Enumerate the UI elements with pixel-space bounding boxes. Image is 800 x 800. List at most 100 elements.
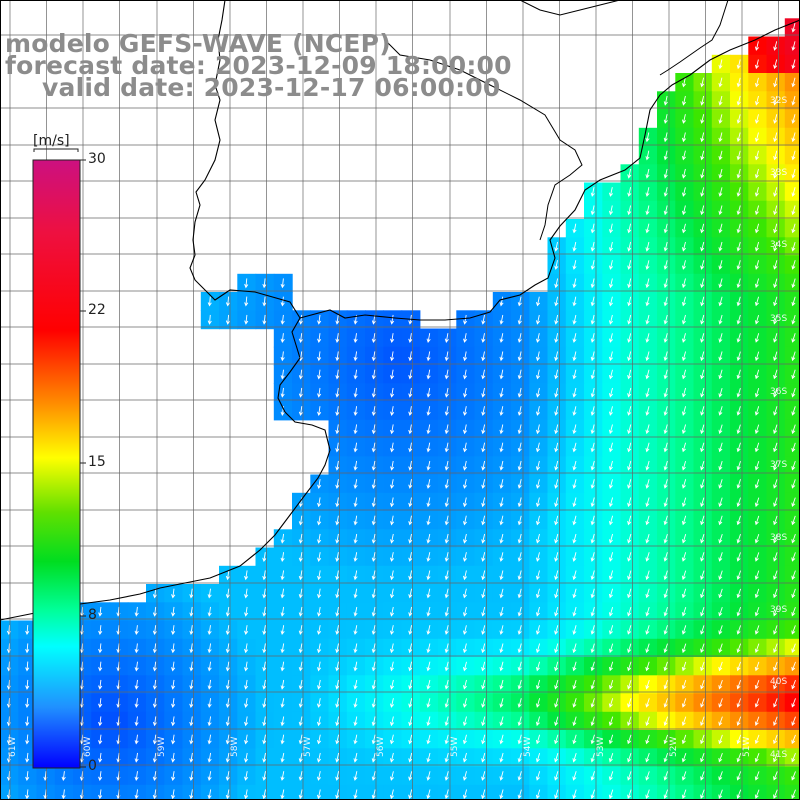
wind-arrow [554,460,559,471]
wind-arrow [317,406,322,417]
wind-arrow [499,369,504,380]
wind-arrow [736,387,741,398]
wind-arrow [773,771,778,781]
wind-arrow [517,314,522,325]
wind-arrow [572,424,577,435]
wind-arrow [572,789,577,800]
wind-arrow [389,752,395,763]
wind-cell [565,401,585,421]
wind-arrow [189,588,194,599]
wind-arrow [718,625,723,635]
wind-cell [602,219,622,238]
wind-cell [456,711,476,731]
wind-arrow [298,533,303,544]
wind-cell [602,182,622,202]
wind-arrow [773,296,778,307]
wind-arrow [371,606,376,617]
wind-arrow [590,187,595,197]
wind-arrow [663,369,668,380]
wind-cell [602,328,622,348]
wind-cell [730,638,749,658]
wind-arrow [754,515,760,526]
wind-arrow [718,679,723,690]
wind-arrow [298,625,303,636]
wind-arrow [298,752,303,763]
wind-arrow [791,497,796,507]
wind-cell [784,273,800,293]
wind-cell [766,693,786,713]
wind-arrow [700,606,705,617]
wind-arrow [554,533,559,544]
wind-arrow [298,789,303,800]
wind-arrow [645,150,650,161]
wind-arrow [499,679,504,690]
wind-cell [310,766,330,786]
wind-arrow [681,333,686,343]
wind-arrow [572,533,577,544]
wind-arrow [791,168,796,179]
colorbar-gradient [32,159,81,769]
wind-cell [675,182,695,202]
wind-arrow [335,679,340,690]
wind-arrow [244,606,249,617]
wind-arrow [645,460,650,471]
wind-arrow [590,716,595,727]
wind-cell [565,273,585,293]
wind-cell [675,419,695,439]
wind-arrow [645,734,650,745]
wind-arrow [791,351,796,362]
wind-arrow [608,333,614,343]
wind-arrow [773,241,778,252]
wind-arrow [627,716,632,727]
wind-arrow [590,351,595,362]
wind-arrow [462,552,468,562]
wind-arrow [754,114,759,124]
wind-arrow [718,278,723,289]
wind-cell [419,547,439,567]
wind-arrow [572,260,577,270]
wind-arrow [298,606,303,617]
wind-arrow [499,643,504,654]
wind-arrow [517,533,522,544]
wind-arrow [773,698,778,708]
wind-arrow [225,679,230,690]
wind-arrow [572,679,577,690]
wind-arrow [152,716,157,727]
wind-arrow [444,734,449,745]
wind-arrow [298,369,303,380]
wind-arrow [535,533,541,544]
wind-arrow [754,497,760,508]
wind-arrow [736,588,742,599]
wind-arrow [663,588,668,599]
wind-arrow [645,661,650,672]
wind-arrow [390,442,395,453]
wind-arrow [390,314,395,325]
wind-cell [383,748,403,768]
wind-arrow [499,752,504,763]
wind-arrow [408,752,413,763]
wind-arrow [608,497,614,508]
wind-arrow [517,698,522,708]
wind-arrow [535,643,541,654]
wind-arrow [773,77,778,88]
wind-arrow [353,497,358,508]
wind-arrow [444,369,449,380]
wind-arrow [189,734,194,745]
wind-arrow [444,661,449,672]
wind-arrow [335,570,340,581]
wind-arrow [371,406,376,417]
wind-arrow [590,552,595,562]
wind-arrow [773,114,778,124]
wind-arrow [754,789,760,799]
wind-arrow [25,716,30,727]
wind-arrow [171,734,176,745]
wind-arrow [280,369,285,380]
wind-cell [602,565,622,585]
wind-arrow [408,479,413,489]
wind-arrow [645,387,650,398]
wind-arrow [700,771,705,781]
wind-arrow [718,570,723,581]
wind-arrow [389,789,395,800]
wind-arrow [225,789,230,800]
wind-arrow [608,241,614,252]
